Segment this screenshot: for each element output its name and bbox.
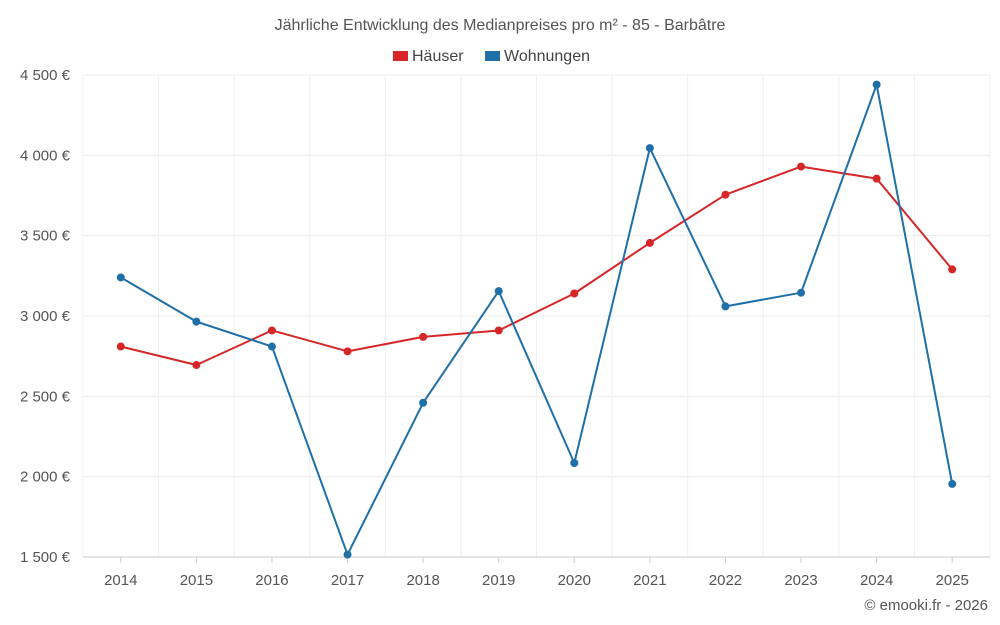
data-point-haeuser <box>721 190 730 199</box>
x-tick-label: 2021 <box>633 572 666 589</box>
data-point-haeuser <box>872 174 881 183</box>
data-point-haeuser <box>116 342 125 351</box>
data-point-wohnungen <box>116 273 125 282</box>
x-tick-label: 2023 <box>784 572 817 589</box>
legend: Häuser Wohnungen <box>393 48 590 65</box>
x-tick-label: 2022 <box>709 572 742 589</box>
axes: 1 500 € 2 000 € 2 500 € 3 000 € 3 500 € 4 000… <box>20 67 990 589</box>
y-tick-label: 3 500 € <box>20 228 71 245</box>
y-tick-label: 3 000 € <box>20 308 71 325</box>
data-point-haeuser <box>343 347 352 356</box>
y-tick-label: 2 500 € <box>20 388 71 405</box>
x-tick-label: 2018 <box>406 572 439 589</box>
data-point-haeuser <box>419 332 428 341</box>
credit-text: © emooki.fr - 2026 <box>864 597 988 614</box>
data-point-wohnungen <box>494 287 503 296</box>
x-tick-label: 2020 <box>558 572 591 589</box>
legend-label-wohnungen: Wohnungen <box>504 48 590 65</box>
data-point-wohnungen <box>797 288 806 297</box>
x-tick-label: 2014 <box>104 572 137 589</box>
data-point-haeuser <box>267 326 276 335</box>
y-tick-label: 4 000 € <box>20 147 71 164</box>
grid-lines <box>82 74 991 557</box>
data-point-wohnungen <box>267 342 276 351</box>
data-point-wohnungen <box>948 479 957 488</box>
data-point-haeuser <box>570 289 579 298</box>
data-point-haeuser <box>948 265 957 274</box>
data-point-haeuser <box>494 326 503 335</box>
series-lines <box>116 80 957 559</box>
x-tick-label: 2017 <box>331 572 364 589</box>
legend-label-haeuser: Häuser <box>412 48 464 65</box>
y-tick-label: 2 000 € <box>20 469 71 486</box>
data-point-wohnungen <box>645 144 654 153</box>
data-point-haeuser <box>797 162 806 171</box>
data-point-wohnungen <box>872 80 881 89</box>
data-point-haeuser <box>192 361 201 370</box>
x-tick-label: 2025 <box>936 572 969 589</box>
legend-swatch-wohnungen <box>485 51 500 61</box>
chart-title: Jährliche Entwicklung des Medianpreises … <box>275 17 726 34</box>
x-tick-label: 2016 <box>255 572 288 589</box>
y-tick-label: 4 500 € <box>20 67 71 84</box>
data-point-haeuser <box>645 238 654 247</box>
x-tick-label: 2015 <box>180 572 213 589</box>
data-point-wohnungen <box>570 459 579 468</box>
legend-swatch-haeuser <box>393 51 408 61</box>
data-point-wohnungen <box>419 398 428 407</box>
data-point-wohnungen <box>192 317 201 326</box>
data-point-wohnungen <box>343 550 352 559</box>
x-tick-label: 2019 <box>482 572 515 589</box>
x-tick-label: 2024 <box>860 572 893 589</box>
series-line-wohnungen <box>120 83 954 556</box>
y-tick-label: 1 500 € <box>20 549 71 566</box>
series-line-haeuser <box>120 165 953 367</box>
data-point-wohnungen <box>721 302 730 311</box>
